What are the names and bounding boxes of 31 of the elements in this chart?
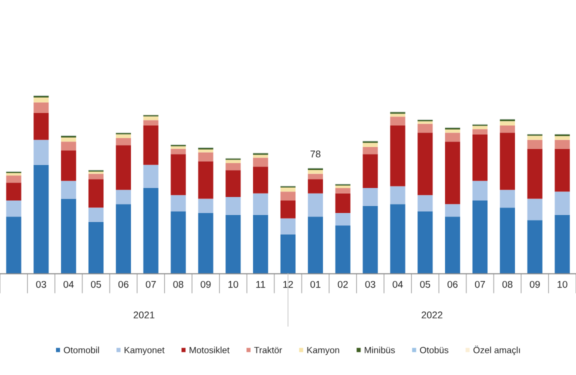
legend-label: Motosiklet [190, 346, 230, 354]
x-tick-label: 10 [558, 280, 568, 288]
x-tick-label: 10 [228, 280, 238, 288]
x-tick-label: 01 [310, 280, 320, 288]
x-tick-label: 04 [64, 280, 74, 288]
text: 2022 [422, 312, 442, 318]
x-tick-label: 12 [283, 280, 293, 288]
x-tick-label: 02 [338, 280, 348, 288]
x-tick-label: 03 [36, 280, 46, 288]
x-tick-label: 05 [90, 280, 101, 288]
x-tick-label: 11 [256, 281, 266, 288]
legend-label: Otomobil [64, 346, 99, 354]
x-tick-label: 07 [474, 280, 485, 288]
x-tick-label: 08 [173, 280, 184, 288]
x-tick-label: 09 [200, 280, 211, 288]
x-tick-label: 04 [392, 280, 403, 288]
x-tick-label: 08 [502, 280, 512, 288]
x-tick-label: 05 [420, 280, 430, 288]
legend-label: Kamyonet [124, 346, 165, 356]
legend-label: Minibüs [364, 346, 395, 354]
x-tick-label: 07 [146, 280, 156, 288]
x-tick-label: 03 [365, 280, 376, 288]
annotation: 78 [310, 150, 320, 158]
legend-label: Otobüs [420, 346, 448, 354]
x-tick-label: 06 [118, 280, 128, 288]
legend-label: Özel amaçlı [473, 346, 520, 356]
legend-label: Kamyon [307, 346, 340, 356]
x-tick-label: 06 [448, 280, 458, 288]
x-tick-label: 09 [530, 280, 540, 288]
text: 2021 [134, 312, 154, 318]
legend-label: Traktör [254, 346, 282, 354]
